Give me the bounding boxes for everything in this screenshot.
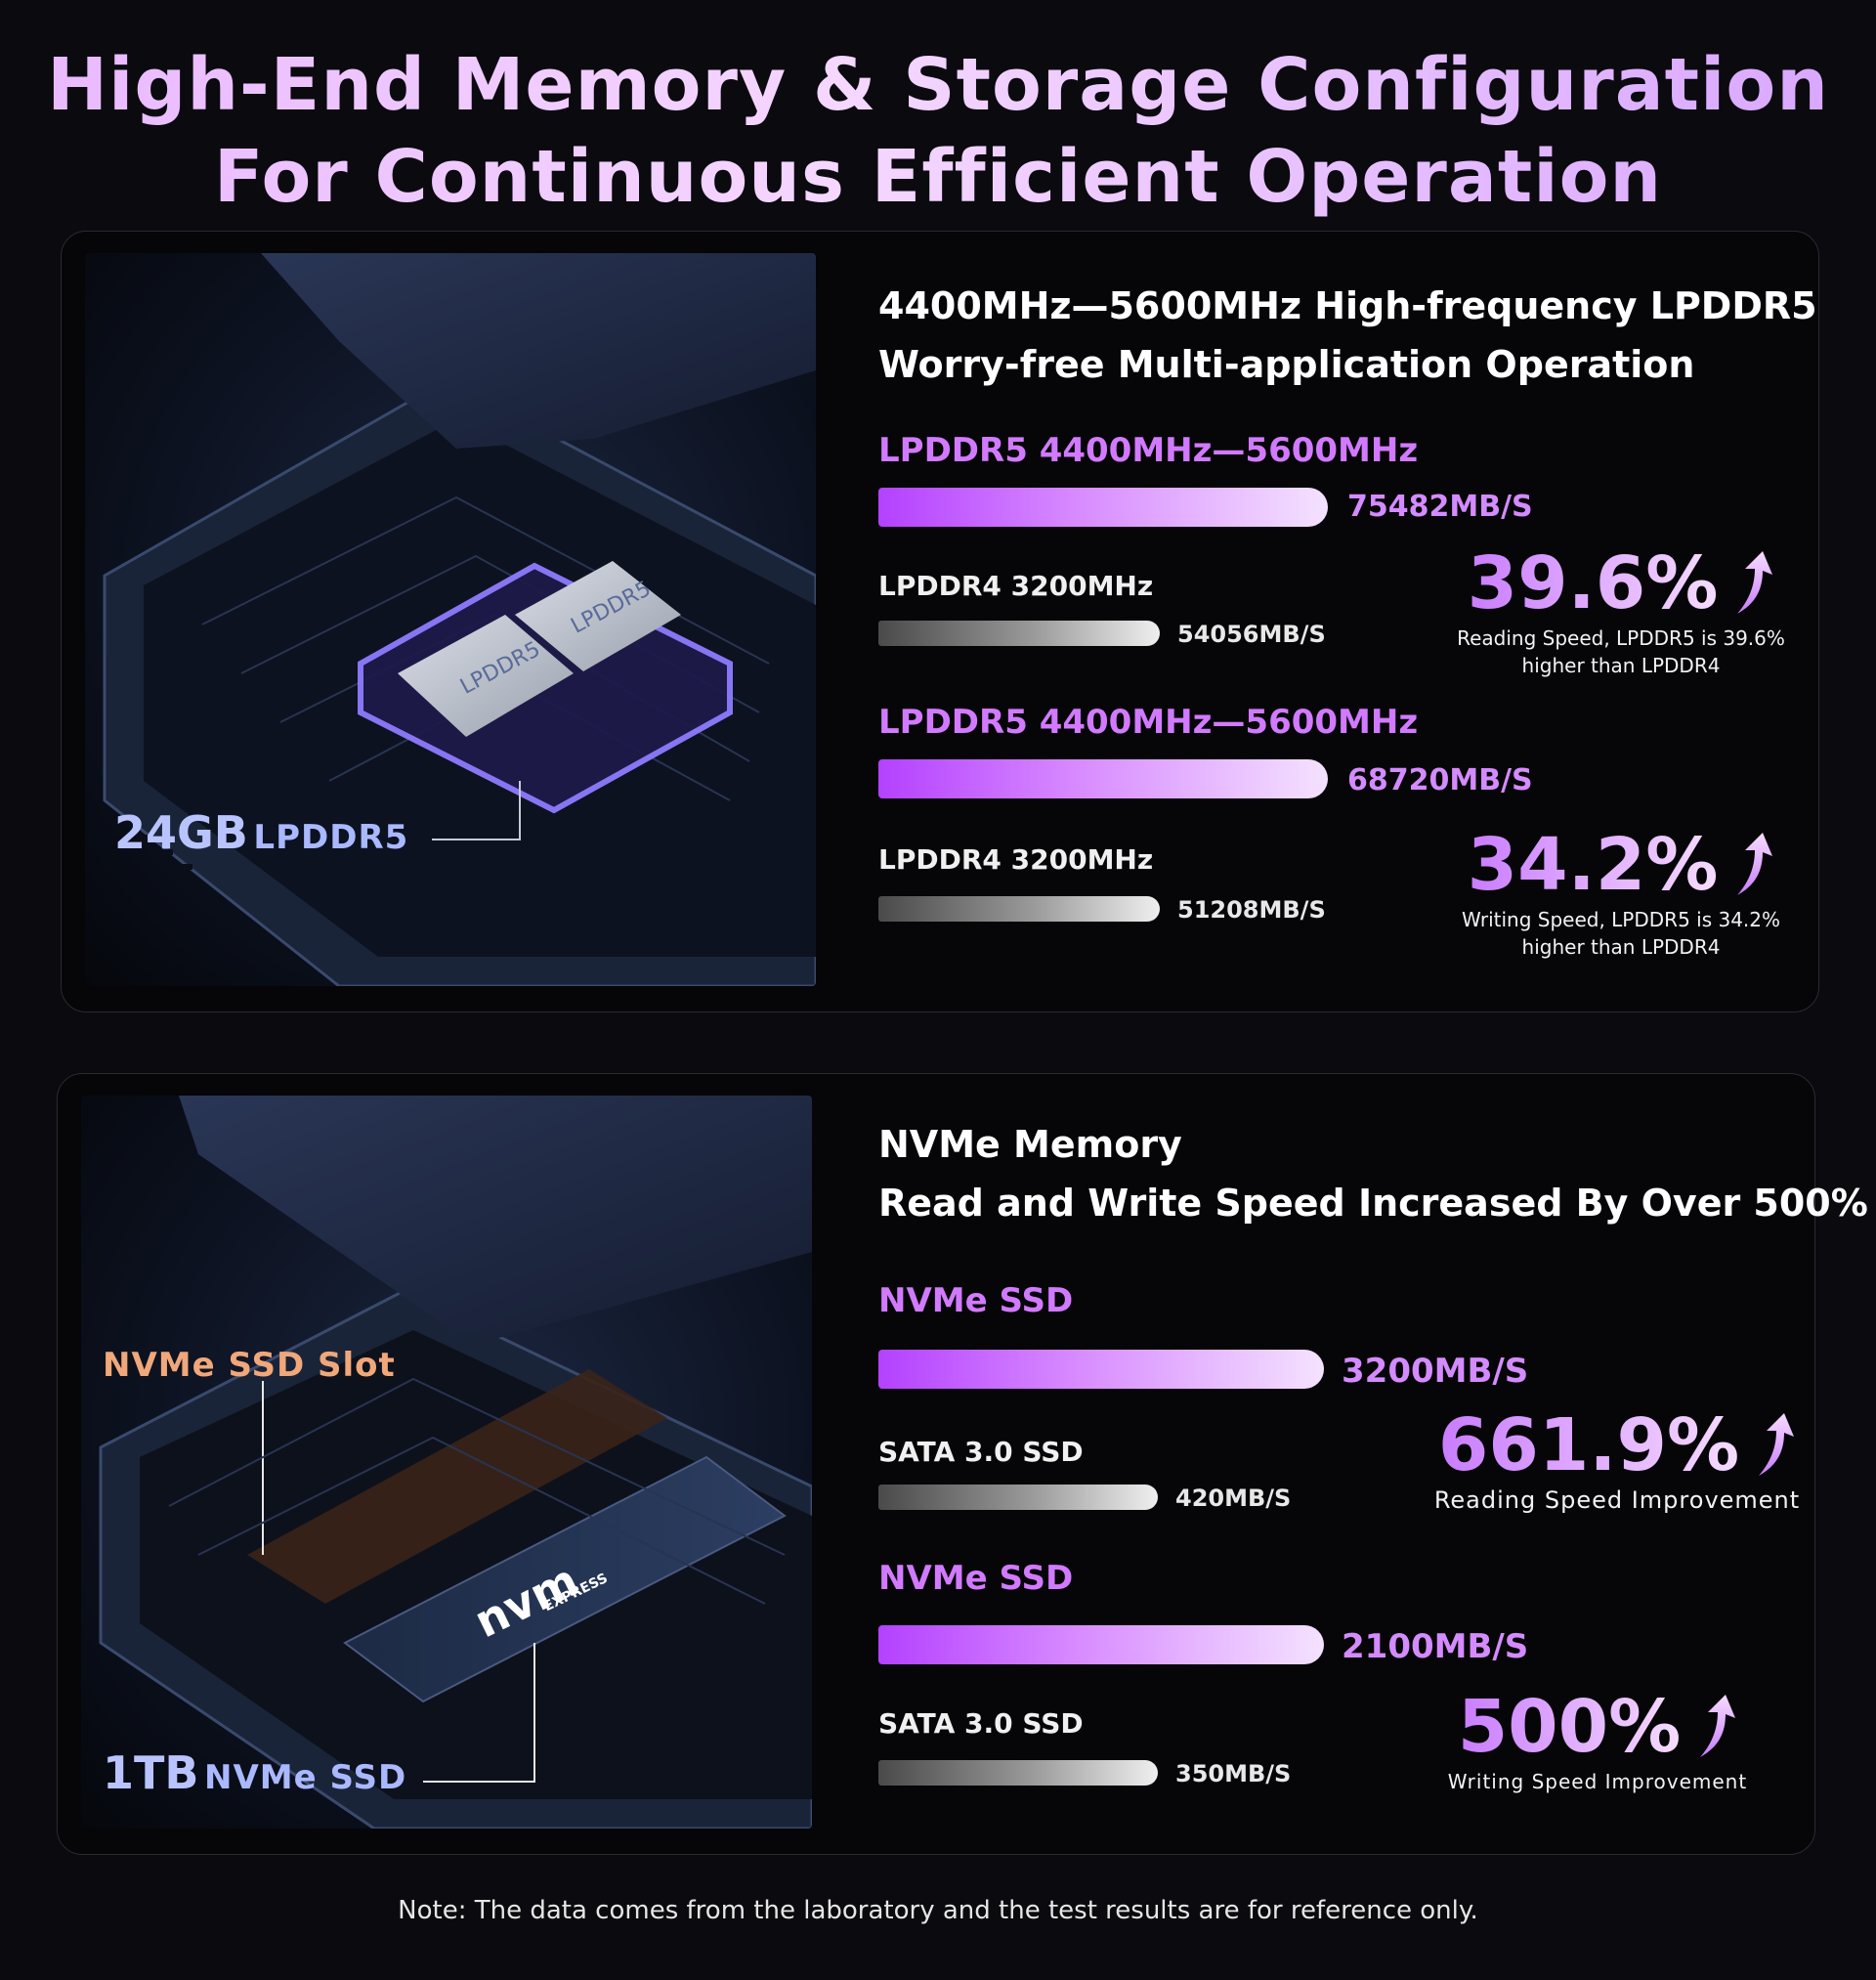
ssd-panel: nvm EXPRESS NVMe SSD Slot 1TB NVMe SSD N…	[57, 1073, 1868, 1855]
lpddr4-write-bar	[878, 896, 1160, 922]
headline-line-2: For Continuous Efficient Operation	[0, 131, 1876, 223]
ssd-type: NVMe SSD	[204, 1758, 407, 1797]
ssd-size: 1TB	[103, 1746, 199, 1799]
ssd-write-improvement-percent: 500%	[1457, 1685, 1682, 1769]
ssd-content: NVMe Memory Read and Write Speed Increas…	[878, 1074, 1868, 1854]
lpddr5-read-value: 75482MB/S	[1347, 490, 1533, 524]
ssd-read-improvement-block: 661.9% Reading Speed Improvement	[1422, 1404, 1812, 1514]
lpddr5-read-label: LPDDR5 4400MHz—5600MHz	[878, 431, 1419, 470]
sata-write-value: 350MB/S	[1175, 1760, 1292, 1787]
memory-title-line-2: Worry-free Multi-application Operation	[878, 343, 1695, 386]
up-arrow-icon	[1737, 833, 1773, 895]
read-improvement-caption-1: Reading Speed, LPDDR5 is 39.6%	[1457, 626, 1785, 650]
lpddr4-read-value: 54056MB/S	[1177, 621, 1326, 648]
nvme-read-value: 3200MB/S	[1342, 1352, 1529, 1391]
motherboard-illustration: LPDDR5 LPDDR5	[103, 253, 816, 986]
lpddr4-read-bar	[878, 621, 1160, 646]
read-improvement-percent: 39.6%	[1467, 541, 1719, 625]
write-improvement-percent: 34.2%	[1467, 823, 1719, 907]
ssd-write-improvement-caption: Writing Speed Improvement	[1447, 1770, 1748, 1793]
lpddr5-write-value: 68720MB/S	[1347, 763, 1533, 797]
up-arrow-icon	[1759, 1413, 1795, 1476]
lpddr4-write-label: LPDDR4 3200MHz	[878, 843, 1154, 876]
headline-line-1: High-End Memory & Storage Configuration	[0, 39, 1876, 131]
nvme-read-bar	[878, 1350, 1324, 1389]
write-improvement-block: 34.2% Writing Speed, LPDDR5 is 34.2% hig…	[1426, 824, 1816, 961]
memory-size: 24GB	[114, 806, 248, 859]
read-improvement-block: 39.6% Reading Speed, LPDDR5 is 39.6% hig…	[1426, 542, 1816, 679]
write-improvement-caption-1: Writing Speed, LPDDR5 is 34.2%	[1461, 908, 1781, 931]
memory-content: 4400MHz—5600MHz High-frequency LPDDR5 Wo…	[878, 232, 1817, 1012]
nvme-read-label: NVMe SSD	[878, 1281, 1074, 1320]
ssd-title-line-1: NVMe Memory	[878, 1123, 1182, 1166]
lpddr5-read-bar	[878, 488, 1328, 527]
ssd-title-line-2: Read and Write Speed Increased By Over 5…	[878, 1182, 1868, 1225]
ssd-read-improvement-percent: 661.9%	[1437, 1403, 1740, 1487]
nvme-product-photo: nvm EXPRESS NVMe SSD Slot 1TB NVMe SSD	[81, 1096, 812, 1829]
sata-write-label: SATA 3.0 SSD	[878, 1707, 1084, 1740]
up-arrow-icon	[1737, 551, 1773, 614]
ssd-write-improvement-block: 500% Writing Speed Improvement	[1402, 1686, 1793, 1795]
nvme-write-value: 2100MB/S	[1342, 1627, 1529, 1666]
disclaimer-note: Note: The data comes from the laboratory…	[398, 1896, 1478, 1925]
sata-read-value: 420MB/S	[1175, 1485, 1292, 1512]
write-improvement-caption-2: higher than LPDDR4	[1521, 935, 1721, 959]
lpddr5-product-photo: LPDDR5 LPDDR5 24GB LPDDR5	[85, 253, 816, 986]
read-improvement-caption-2: higher than LPDDR4	[1521, 654, 1721, 677]
up-arrow-icon	[1700, 1695, 1736, 1757]
sata-read-label: SATA 3.0 SSD	[878, 1436, 1084, 1468]
nvme-write-label: NVMe SSD	[878, 1559, 1074, 1598]
nvme-slot-label: NVMe SSD Slot	[103, 1346, 396, 1385]
memory-capacity-label: 24GB LPDDR5	[114, 806, 408, 859]
sata-write-bar	[878, 1760, 1158, 1786]
ssd-read-improvement-caption: Reading Speed Improvement	[1433, 1486, 1801, 1514]
lpddr5-write-label: LPDDR5 4400MHz—5600MHz	[878, 703, 1419, 742]
sata-read-bar	[878, 1485, 1158, 1510]
lpddr4-read-label: LPDDR4 3200MHz	[878, 570, 1154, 602]
memory-title-line-1: 4400MHz—5600MHz High-frequency LPDDR5	[878, 284, 1817, 327]
memory-panel: LPDDR5 LPDDR5 24GB LPDDR5 4400MHz—5600MH…	[61, 231, 1819, 1012]
ssd-illustration: nvm EXPRESS	[99, 1096, 812, 1829]
page-headline: High-End Memory & Storage Configuration …	[0, 39, 1876, 223]
nvme-write-bar	[878, 1625, 1324, 1664]
lpddr4-write-value: 51208MB/S	[1177, 896, 1326, 924]
ssd-capacity-label: 1TB NVMe SSD	[103, 1746, 406, 1799]
memory-type: LPDDR5	[253, 818, 409, 857]
lpddr5-write-bar	[878, 759, 1328, 798]
